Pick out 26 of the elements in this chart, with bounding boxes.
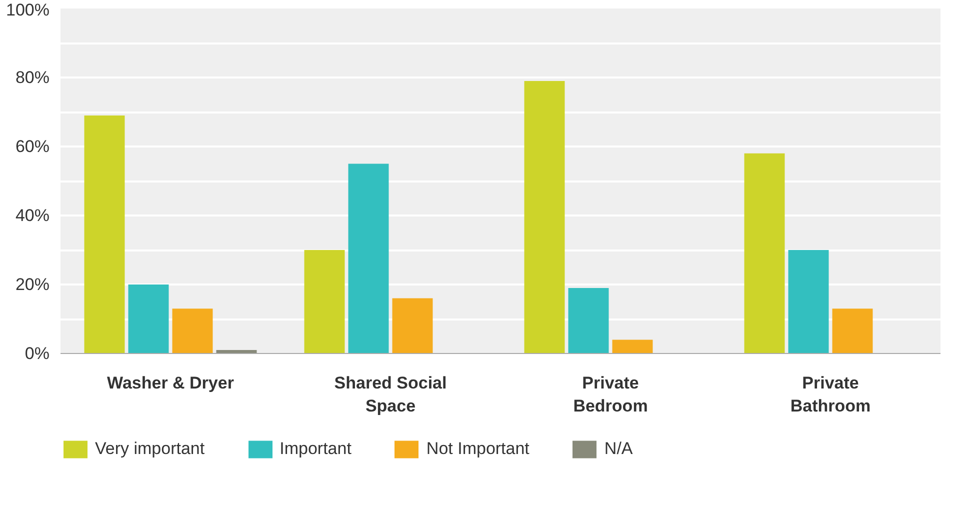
x-tick-label: Washer & Dryer bbox=[107, 374, 234, 392]
bar bbox=[832, 308, 873, 354]
bar bbox=[348, 164, 389, 354]
y-tick-label: 80% bbox=[15, 68, 50, 87]
x-tick-label: Shared Social Space bbox=[334, 374, 447, 416]
bar bbox=[788, 250, 829, 354]
legend-label: Not Important bbox=[426, 438, 530, 460]
bar bbox=[524, 80, 565, 354]
y-tick-label: 20% bbox=[15, 275, 50, 294]
y-tick-label: 0% bbox=[24, 344, 50, 363]
bar bbox=[172, 308, 213, 354]
bar bbox=[392, 298, 433, 354]
bar bbox=[612, 340, 653, 354]
bar bbox=[304, 250, 345, 354]
x-tick-label: Private Bathroom bbox=[790, 374, 871, 416]
bar bbox=[128, 284, 169, 354]
bar bbox=[84, 115, 125, 354]
y-tick-label: 100% bbox=[6, 0, 50, 20]
legend-label: Important bbox=[280, 438, 352, 460]
y-tick-label: 40% bbox=[15, 206, 50, 225]
y-tick-label: 60% bbox=[15, 137, 50, 156]
bar bbox=[744, 153, 785, 354]
bar bbox=[568, 288, 609, 354]
x-tick-label: Private Bedroom bbox=[573, 374, 648, 416]
legend-label: N/A bbox=[604, 438, 633, 460]
legend-label: Very important bbox=[95, 438, 205, 460]
